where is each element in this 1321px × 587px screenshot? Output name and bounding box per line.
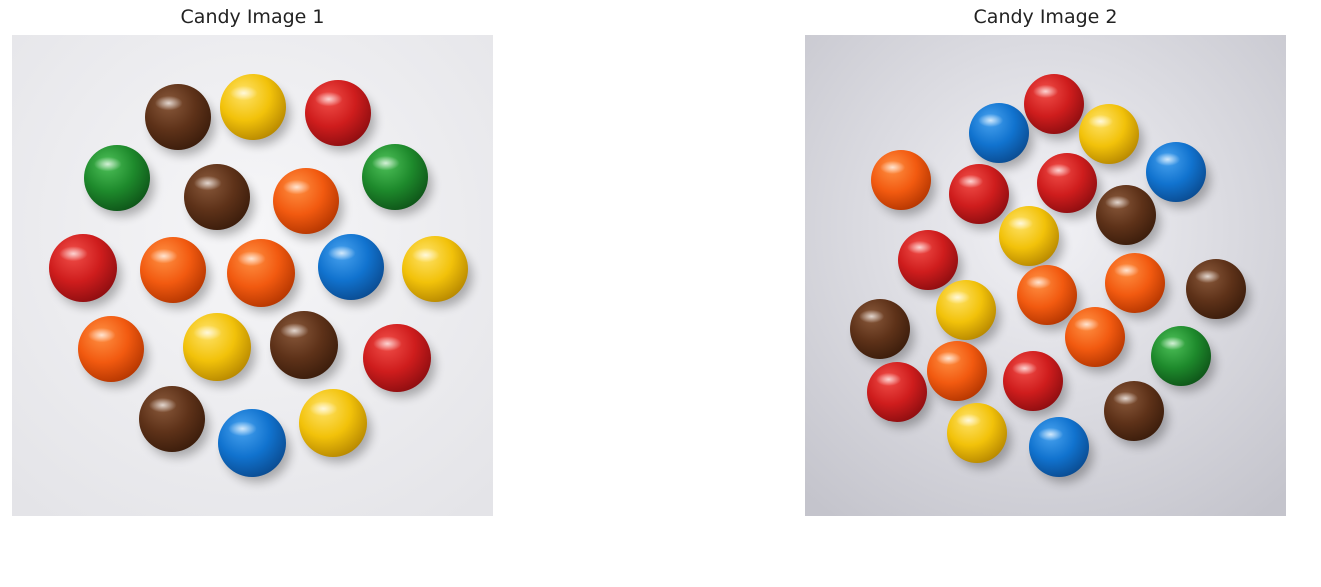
candy-yellow xyxy=(1079,104,1144,170)
candy-brown xyxy=(1186,259,1251,325)
candy-yellow xyxy=(299,389,372,463)
candy-brown xyxy=(145,84,216,156)
candy-red xyxy=(363,324,436,398)
candy-green xyxy=(84,145,155,217)
candy-blue xyxy=(218,409,291,483)
panel-title-2: Candy Image 2 xyxy=(973,6,1118,28)
candy-orange xyxy=(227,239,300,313)
candy-orange xyxy=(927,341,992,407)
panel-title-1: Candy Image 1 xyxy=(180,6,325,28)
candy-orange xyxy=(871,150,936,216)
candy-blue xyxy=(318,234,389,306)
candy-yellow xyxy=(936,280,1001,346)
candy-red xyxy=(949,164,1014,230)
candy-orange xyxy=(1105,253,1170,319)
candy-yellow xyxy=(220,74,291,146)
candy-brown xyxy=(270,311,343,385)
candy-brown xyxy=(1096,185,1161,251)
candy-blue xyxy=(1146,142,1211,208)
candy-orange xyxy=(273,168,344,240)
candy-red xyxy=(1024,74,1089,140)
candy-orange xyxy=(140,237,211,309)
candy-yellow xyxy=(999,206,1064,272)
candy-yellow xyxy=(402,236,473,308)
candy-red xyxy=(867,362,932,428)
candy-photo-1 xyxy=(12,35,493,516)
candy-orange xyxy=(1065,307,1130,373)
candy-brown xyxy=(1104,381,1169,447)
candy-orange xyxy=(1017,265,1082,331)
candy-brown xyxy=(139,386,210,458)
candy-yellow xyxy=(947,403,1012,469)
candy-blue xyxy=(1029,417,1094,483)
candy-orange xyxy=(78,316,149,388)
candy-yellow xyxy=(183,313,256,387)
candy-red xyxy=(305,80,376,152)
candy-photo-2 xyxy=(805,35,1286,516)
candy-brown xyxy=(184,164,255,236)
candy-green xyxy=(1151,326,1216,392)
candy-red xyxy=(1037,153,1102,219)
candy-red xyxy=(49,234,122,308)
candy-green xyxy=(362,144,433,216)
candy-brown xyxy=(850,299,915,365)
candy-blue xyxy=(969,103,1034,169)
candy-red xyxy=(898,230,963,296)
candy-red xyxy=(1003,351,1068,417)
